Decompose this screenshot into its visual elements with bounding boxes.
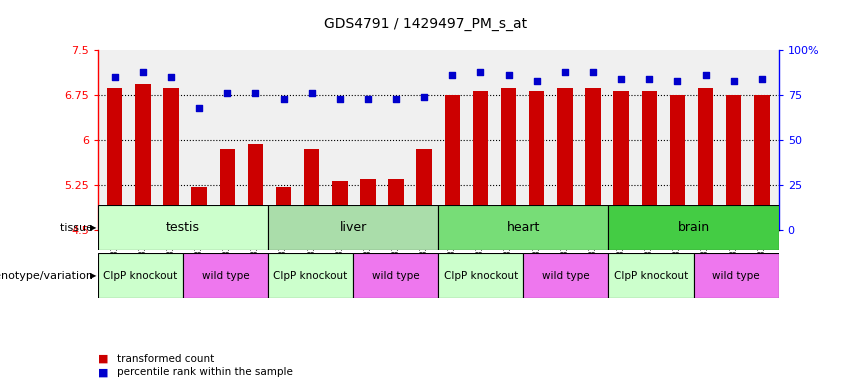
Bar xyxy=(360,179,375,230)
Point xyxy=(558,68,572,74)
Bar xyxy=(608,205,779,250)
Bar xyxy=(529,91,545,230)
Point xyxy=(614,76,628,82)
Bar xyxy=(332,181,347,230)
Text: GDS4791 / 1429497_PM_s_at: GDS4791 / 1429497_PM_s_at xyxy=(324,17,527,31)
Bar xyxy=(220,149,235,230)
Text: testis: testis xyxy=(166,221,200,234)
Text: transformed count: transformed count xyxy=(117,354,214,364)
Bar xyxy=(642,91,657,230)
Bar xyxy=(276,187,291,230)
Text: ▶: ▶ xyxy=(89,271,96,280)
Point xyxy=(277,96,290,102)
Text: ▶: ▶ xyxy=(89,223,96,232)
Bar xyxy=(163,88,179,230)
Bar xyxy=(438,205,608,250)
Text: genotype/variation: genotype/variation xyxy=(0,270,96,281)
Point xyxy=(699,72,712,78)
Point xyxy=(727,78,740,84)
Text: wild type: wild type xyxy=(202,270,249,281)
Bar xyxy=(585,88,601,230)
Bar xyxy=(183,253,268,298)
Point xyxy=(333,96,346,102)
Bar xyxy=(304,149,319,230)
Bar xyxy=(98,205,268,250)
Point xyxy=(643,76,656,82)
Point xyxy=(502,72,516,78)
Bar xyxy=(754,95,769,230)
Point xyxy=(108,74,122,80)
Text: tissue: tissue xyxy=(60,222,96,233)
Point xyxy=(474,68,488,74)
Text: heart: heart xyxy=(506,221,540,234)
Text: brain: brain xyxy=(677,221,710,234)
Point xyxy=(446,72,460,78)
Text: wild type: wild type xyxy=(542,270,590,281)
Bar xyxy=(416,149,432,230)
Text: wild type: wild type xyxy=(372,270,420,281)
Point xyxy=(220,90,234,96)
Bar xyxy=(107,88,123,230)
Text: ClpP knockout: ClpP knockout xyxy=(443,270,518,281)
Point xyxy=(305,90,318,96)
Bar xyxy=(248,144,263,230)
Bar xyxy=(135,84,151,230)
Text: liver: liver xyxy=(340,221,367,234)
Bar xyxy=(523,253,608,298)
Point xyxy=(248,90,262,96)
Point xyxy=(671,78,684,84)
Point xyxy=(530,78,544,84)
Point xyxy=(586,68,600,74)
Text: ■: ■ xyxy=(98,354,108,364)
Bar xyxy=(670,95,685,230)
Point xyxy=(389,96,403,102)
Point xyxy=(136,68,150,74)
Text: ClpP knockout: ClpP knockout xyxy=(273,270,348,281)
Text: ClpP knockout: ClpP knockout xyxy=(103,270,178,281)
Point xyxy=(192,104,206,111)
Bar xyxy=(694,253,779,298)
Text: ■: ■ xyxy=(98,367,108,377)
Bar xyxy=(472,91,488,230)
Point xyxy=(417,94,431,100)
Text: ClpP knockout: ClpP knockout xyxy=(614,270,688,281)
Bar xyxy=(608,253,694,298)
Bar xyxy=(438,253,523,298)
Bar xyxy=(268,205,438,250)
Bar xyxy=(614,91,629,230)
Bar xyxy=(557,88,573,230)
Bar xyxy=(268,253,353,298)
Point xyxy=(164,74,178,80)
Point xyxy=(755,76,768,82)
Point xyxy=(361,96,374,102)
Bar xyxy=(98,253,183,298)
Text: wild type: wild type xyxy=(712,270,760,281)
Bar xyxy=(191,187,207,230)
Bar xyxy=(726,95,741,230)
Text: percentile rank within the sample: percentile rank within the sample xyxy=(117,367,293,377)
Bar xyxy=(698,88,713,230)
Bar xyxy=(388,179,404,230)
Bar xyxy=(353,253,438,298)
Bar xyxy=(501,88,517,230)
Bar xyxy=(444,95,460,230)
